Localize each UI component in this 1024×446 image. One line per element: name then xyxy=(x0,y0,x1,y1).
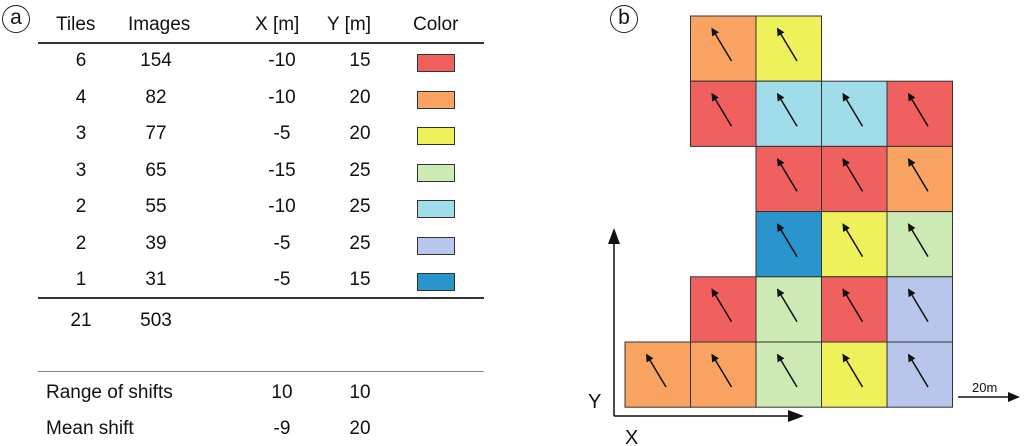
y-axis-arrowhead xyxy=(608,228,620,244)
shift-arrow xyxy=(907,157,929,192)
tiles-layer xyxy=(624,15,953,408)
row-images: 65 xyxy=(145,159,167,181)
tile xyxy=(755,145,822,213)
shift-arrow xyxy=(776,353,798,388)
header-color: Color xyxy=(413,14,459,35)
row-tiles: 2 xyxy=(75,196,87,217)
shift-arrow xyxy=(776,92,798,127)
row-images: 31 xyxy=(145,269,167,290)
panel-b-label-text: b xyxy=(618,6,630,29)
panel-a-label-text: a xyxy=(10,6,22,29)
row-x: -10 xyxy=(268,196,296,217)
shift-arrow xyxy=(776,27,798,62)
header-images: Images xyxy=(128,14,191,35)
shift-arrow xyxy=(711,27,733,62)
row-color-swatch xyxy=(417,90,455,109)
x-axis-arrowhead xyxy=(788,410,804,422)
shift-arrow xyxy=(711,92,733,127)
shift-arrow xyxy=(842,92,864,127)
header-x: X [m] xyxy=(255,14,300,35)
row-color-swatch xyxy=(417,273,455,291)
row-y: 15 xyxy=(349,50,371,71)
summary-rule xyxy=(38,371,484,372)
shift-arrow xyxy=(776,157,798,192)
row-tiles: 6 xyxy=(75,50,87,71)
row-tiles: 3 xyxy=(75,123,87,144)
row-images: 82 xyxy=(145,86,167,108)
row-color-swatch xyxy=(417,200,455,218)
summary-range-y: 10 xyxy=(349,382,371,403)
row-tiles: 1 xyxy=(75,269,87,290)
row-y: 20 xyxy=(349,123,371,144)
row-y: 25 xyxy=(349,232,371,254)
total-tiles: 21 xyxy=(70,310,92,331)
row-images: 77 xyxy=(145,123,167,144)
row-y: 20 xyxy=(349,86,371,108)
summary-mean-x: -9 xyxy=(273,418,291,439)
row-tiles: 3 xyxy=(75,159,87,181)
row-y: 15 xyxy=(349,269,371,290)
panel-a-label: a xyxy=(2,5,30,33)
row-color-swatch xyxy=(417,163,455,182)
row-x: -10 xyxy=(268,86,296,108)
shift-arrow xyxy=(907,223,929,257)
scale-bar-arrowhead xyxy=(1008,392,1020,402)
shift-arrow xyxy=(842,223,864,257)
row-images: 39 xyxy=(145,232,167,254)
header-y: Y [m] xyxy=(327,14,371,35)
summary-mean-y: 20 xyxy=(349,418,371,439)
row-x: -5 xyxy=(273,232,291,254)
row-x: -5 xyxy=(273,123,291,144)
shift-arrow xyxy=(907,353,929,388)
shift-arrow xyxy=(842,288,864,323)
row-color-swatch xyxy=(417,54,455,72)
shift-arrow xyxy=(907,92,929,127)
row-images: 154 xyxy=(140,50,172,71)
row-images: 55 xyxy=(145,196,167,217)
row-tiles: 2 xyxy=(75,232,87,254)
shift-arrow xyxy=(776,223,798,257)
row-y: 25 xyxy=(349,159,371,181)
shift-arrow xyxy=(907,288,929,323)
shift-arrow xyxy=(776,288,798,323)
summary-mean-label: Mean shift xyxy=(46,418,134,439)
header-tiles: Tiles xyxy=(56,14,96,35)
row-color-swatch xyxy=(417,236,455,255)
shift-arrow xyxy=(842,353,864,388)
x-axis-label: X xyxy=(625,427,638,446)
summary-range-x: 10 xyxy=(271,382,293,403)
shift-arrow xyxy=(645,353,667,388)
panel-b-label: b xyxy=(610,5,638,33)
shift-arrow xyxy=(711,288,733,323)
shift-arrow xyxy=(842,157,864,192)
row-y: 25 xyxy=(349,196,371,217)
row-tiles: 4 xyxy=(75,86,87,108)
y-axis-label: Y xyxy=(588,391,601,413)
scale-label: 20m xyxy=(972,380,997,395)
header-rule xyxy=(38,42,484,44)
totals-rule xyxy=(38,297,484,299)
row-color-swatch xyxy=(417,127,455,145)
total-images: 503 xyxy=(140,310,172,331)
shift-arrow xyxy=(711,353,733,388)
summary-range-label: Range of shifts xyxy=(46,382,173,403)
row-x: -10 xyxy=(268,50,296,71)
row-x: -5 xyxy=(273,269,291,290)
row-x: -15 xyxy=(268,159,296,181)
